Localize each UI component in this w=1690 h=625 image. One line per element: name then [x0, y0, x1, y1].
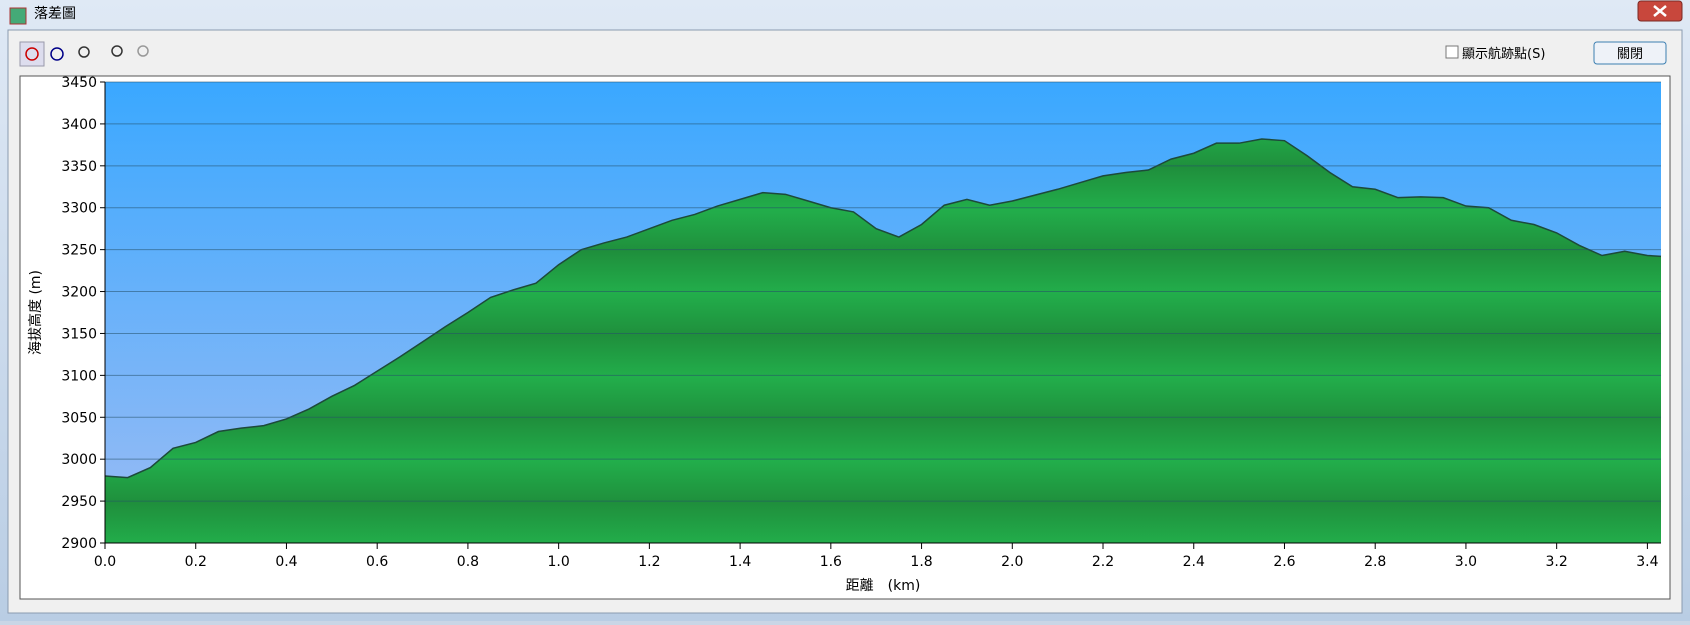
y-tick-label: 3350	[61, 159, 97, 175]
y-tick-label: 3050	[61, 410, 97, 426]
area-outline	[104, 138, 1662, 479]
tool-crosshair[interactable]	[19, 41, 45, 67]
checkbox-label: 顯示航跡點(S)	[1462, 46, 1545, 62]
tool-zoom-in[interactable]	[111, 45, 123, 57]
x-tick-label: 2.6	[1273, 554, 1295, 570]
app-icon	[9, 7, 27, 25]
tool-zoom-box[interactable]	[78, 46, 90, 58]
chart: 2900 2950 3000 3050 3100 3150 3200 3250 3300 3350…	[27, 75, 1662, 594]
y-tick-label: 3200	[61, 285, 97, 301]
tool-icon	[25, 47, 39, 61]
x-tick-label: 0.2	[185, 554, 207, 570]
y-tick-label: 3100	[61, 368, 97, 384]
x-tick-label: 1.2	[638, 554, 660, 570]
x-tick-label: 3.4	[1636, 554, 1658, 570]
x-tick-label: 1.0	[548, 554, 570, 570]
x-tick-label: 3.2	[1546, 554, 1568, 570]
y-axis-label: 海拔高度 (m)	[27, 270, 44, 355]
close-button[interactable]	[1593, 41, 1667, 65]
x-tick-label: 0.8	[457, 554, 479, 570]
x-tick-label: 1.8	[910, 554, 932, 570]
x-tick-label: 3.0	[1455, 554, 1477, 570]
x-tick-label: 0.0	[94, 554, 116, 570]
x-tick-label: 0.4	[275, 554, 297, 570]
y-tick-label: 3300	[61, 201, 97, 217]
x-tick-label: 2.4	[1183, 554, 1205, 570]
close-button-label: 關閉	[1617, 47, 1643, 62]
y-tick-label: 3000	[61, 452, 97, 468]
x-tick-label: 1.4	[729, 554, 751, 570]
y-tick-label: 2950	[61, 494, 97, 510]
y-tick-label: 3450	[61, 75, 97, 91]
x-axis-label: 距離 (km)	[846, 577, 921, 594]
x-tick-label: 2.8	[1364, 554, 1386, 570]
tool-zoom-out[interactable]	[137, 45, 149, 57]
window-title: 落差圖	[34, 6, 76, 22]
checkbox[interactable]	[1445, 45, 1459, 59]
x-tick-label: 0.6	[366, 554, 388, 570]
y-tick-label: 3150	[61, 326, 97, 342]
y-tick-label: 3400	[61, 117, 97, 133]
x-tick-label: 1.6	[820, 554, 842, 570]
x-tick-label: 2.2	[1092, 554, 1114, 570]
close-glyph	[1653, 5, 1667, 17]
y-tick-label: 3250	[61, 243, 97, 259]
toolbar	[19, 41, 149, 67]
x-tick-label: 2.0	[1001, 554, 1023, 570]
y-tick-label: 2900	[61, 536, 97, 552]
area	[105, 138, 1661, 543]
tool-pan[interactable]	[50, 47, 64, 61]
